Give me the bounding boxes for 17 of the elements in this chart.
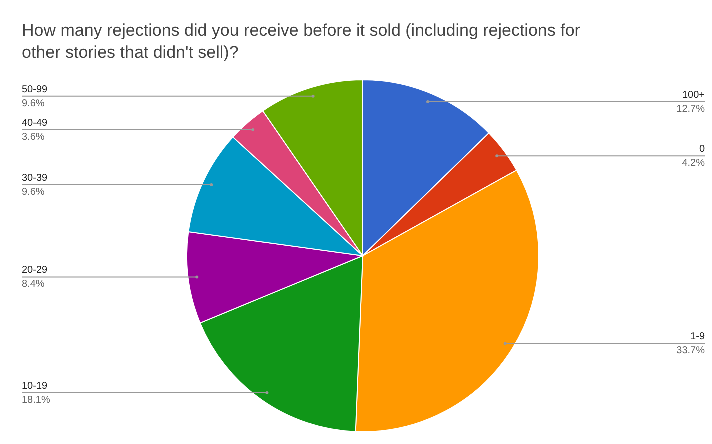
slice-label: 10-19 <box>22 381 48 392</box>
data-label: 3.6% <box>22 132 45 143</box>
data-label: 33.7% <box>676 346 706 357</box>
data-label: 4.2% <box>682 158 706 170</box>
slice-label: 1-9 <box>690 332 706 343</box>
slice-label: 30-39 <box>22 172 48 184</box>
data-label: 9.6% <box>22 186 45 198</box>
chart-title: How many rejections did you receive before it sold (including rejections for other stories that didn't sell)? <box>22 21 581 62</box>
slice-label: 40-49 <box>22 118 48 129</box>
slice-label: 0 <box>699 144 706 156</box>
slice-label: 50-99 <box>22 84 48 96</box>
data-label: 8.4% <box>22 279 45 290</box>
slice-label: 20-29 <box>22 265 48 276</box>
data-label: 18.1% <box>22 395 50 406</box>
slice-label: 100+ <box>682 90 706 101</box>
data-label: 9.6% <box>22 98 45 110</box>
data-label: 12.7% <box>676 104 706 115</box>
